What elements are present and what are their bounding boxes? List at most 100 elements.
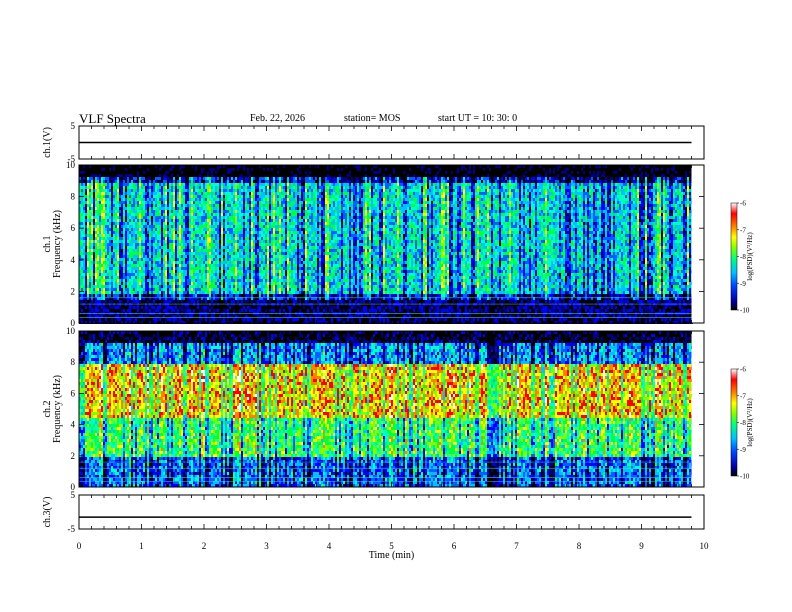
spectro-cell: [173, 183, 175, 186]
spectro-cell: [135, 300, 137, 303]
spectro-cell: [181, 279, 183, 282]
spectro-cell: [167, 180, 169, 183]
spectro-cell: [105, 228, 107, 231]
spectro-cell: [167, 198, 169, 201]
spectro-cell: [139, 300, 141, 303]
spectro-cell: [125, 222, 127, 225]
spectro-cell: [91, 207, 93, 210]
spectro-cell: [99, 306, 101, 309]
spectro-cell: [115, 198, 117, 201]
spectro-cell: [109, 276, 111, 279]
spectro-cell: [189, 216, 191, 219]
spectro-cell: [243, 243, 245, 246]
spectro-cell: [103, 177, 105, 180]
spectro-cell: [119, 180, 121, 183]
spectro-cell: [265, 243, 267, 246]
spectro-cell: [255, 237, 257, 240]
spectro-cell: [197, 300, 199, 303]
spectro-cell: [259, 294, 261, 297]
spectro-cell: [143, 267, 145, 270]
spectro-cell: [107, 225, 109, 228]
spectro-cell: [203, 219, 205, 222]
spectro-cell: [153, 231, 155, 234]
spectro-cell: [87, 213, 89, 216]
spectro-cell: [257, 231, 259, 234]
spectro-cell: [187, 303, 189, 306]
spectro-cell: [191, 273, 193, 276]
spectro-cell: [243, 291, 245, 294]
spectro-cell: [215, 243, 217, 246]
spectro-cell: [187, 309, 189, 312]
spectro-cell: [89, 216, 91, 219]
spectro-cell: [197, 309, 199, 312]
spectro-cell: [235, 258, 237, 261]
spectro-cell: [223, 210, 225, 213]
spectro-cell: [251, 228, 253, 231]
spectro-cell: [239, 195, 241, 198]
spectro-cell: [81, 171, 83, 174]
spectro-cell: [227, 180, 229, 183]
spectro-cell: [79, 192, 81, 195]
spectro-cell: [239, 276, 241, 279]
spectro-cell: [119, 285, 121, 288]
spectro-cell: [85, 318, 87, 321]
spectro-cell: [117, 186, 119, 189]
spectro-cell: [175, 300, 177, 303]
spectro-cell: [135, 165, 137, 168]
spectro-cell: [241, 213, 243, 216]
spectro-cell: [181, 195, 183, 198]
spectro-cell: [209, 183, 211, 186]
spectro-cell: [151, 234, 153, 237]
spectro-cell: [147, 273, 149, 276]
spectro-cell: [111, 288, 113, 291]
spectro-cell: [147, 231, 149, 234]
spectro-cell: [219, 186, 221, 189]
spectro-cell: [117, 249, 119, 252]
spectro-cell: [263, 216, 265, 219]
spectro-cell: [207, 165, 209, 168]
spectro-cell: [169, 243, 171, 246]
spectro-cell: [111, 195, 113, 198]
spectro-cell: [107, 180, 109, 183]
spectro-cell: [133, 234, 135, 237]
spectro-cell: [157, 165, 159, 168]
spectro-cell: [267, 189, 269, 192]
spectro-cell: [101, 165, 103, 168]
spectro-cell: [83, 288, 85, 291]
spectro-cell: [233, 198, 235, 201]
spectro-cell: [91, 165, 93, 168]
spectro-cell: [233, 216, 235, 219]
spectro-cell: [99, 201, 101, 204]
spectro-cell: [91, 306, 93, 309]
spectro-cell: [145, 249, 147, 252]
spectro-cell: [207, 216, 209, 219]
spectro-cell: [247, 204, 249, 207]
spectro-cell: [79, 276, 81, 279]
spectro-cell: [257, 255, 259, 258]
spectro-cell: [83, 198, 85, 201]
spectro-cell: [145, 237, 147, 240]
spectro-cell: [253, 270, 255, 273]
spectro-cell: [213, 177, 215, 180]
spectro-cell: [149, 300, 151, 303]
spectro-cell: [123, 195, 125, 198]
spectro-cell: [239, 222, 241, 225]
spectro-cell: [145, 270, 147, 273]
spectro-cell: [141, 249, 143, 252]
spectro-cell: [103, 261, 105, 264]
spectro-cell: [205, 294, 207, 297]
spectro-cell: [241, 270, 243, 273]
spectro-cell: [171, 318, 173, 321]
spectro-cell: [185, 255, 187, 258]
spectro-cell: [125, 279, 127, 282]
spectro-cell: [245, 213, 247, 216]
spectro-cell: [191, 267, 193, 270]
spectro-cell: [123, 228, 125, 231]
spectro-cell: [119, 186, 121, 189]
spectro-cell: [167, 183, 169, 186]
spectro-cell: [79, 186, 81, 189]
spectro-cell: [179, 222, 181, 225]
spectro-cell: [99, 303, 101, 306]
spectro-cell: [93, 300, 95, 303]
spectro-cell: [79, 180, 81, 183]
